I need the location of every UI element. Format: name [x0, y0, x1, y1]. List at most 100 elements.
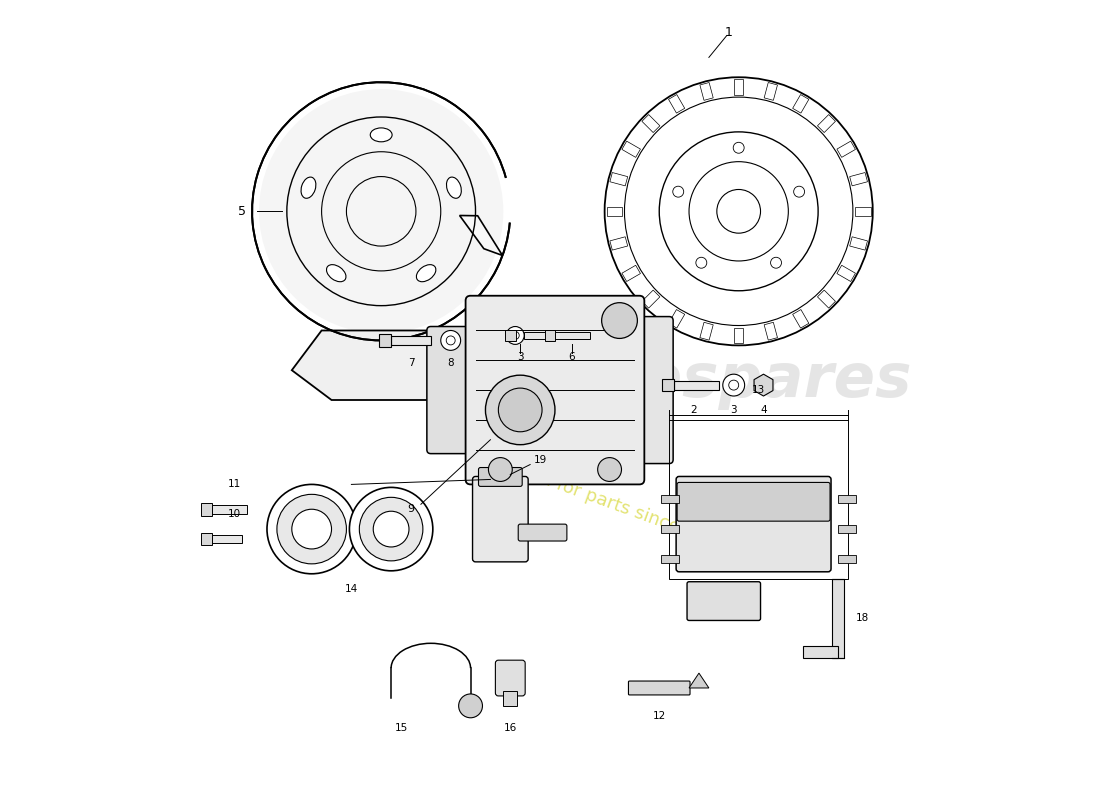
Bar [661, 525, 679, 533]
Circle shape [267, 485, 356, 574]
Polygon shape [793, 310, 808, 328]
Circle shape [659, 132, 818, 290]
Text: eurospares: eurospares [526, 350, 912, 410]
Polygon shape [609, 237, 628, 250]
Circle shape [360, 498, 422, 561]
Bar [661, 495, 679, 503]
Circle shape [441, 330, 461, 350]
FancyBboxPatch shape [678, 482, 830, 521]
Text: 8: 8 [448, 358, 454, 368]
Circle shape [485, 375, 556, 445]
Text: 2: 2 [691, 405, 697, 415]
Polygon shape [642, 114, 660, 133]
Polygon shape [855, 206, 871, 216]
Circle shape [506, 326, 525, 344]
Circle shape [512, 331, 519, 339]
Circle shape [597, 458, 622, 482]
Text: 1: 1 [725, 26, 733, 39]
Circle shape [734, 142, 744, 154]
Polygon shape [689, 673, 708, 688]
Bar [212, 505, 248, 514]
FancyBboxPatch shape [676, 477, 830, 572]
Bar [504, 691, 517, 706]
Polygon shape [669, 94, 684, 113]
Circle shape [717, 190, 760, 233]
Text: 3: 3 [517, 352, 524, 362]
Circle shape [673, 186, 684, 197]
Polygon shape [734, 327, 744, 343]
Text: 18: 18 [856, 614, 869, 623]
Bar [212, 534, 242, 543]
Polygon shape [609, 173, 628, 186]
Circle shape [350, 487, 432, 571]
Circle shape [728, 380, 739, 390]
Polygon shape [700, 322, 713, 340]
Polygon shape [292, 330, 471, 400]
Bar [544, 330, 556, 341]
FancyBboxPatch shape [478, 467, 522, 486]
Text: 12: 12 [652, 710, 666, 721]
Polygon shape [817, 290, 835, 308]
Bar [803, 646, 838, 658]
Circle shape [277, 494, 346, 564]
Bar [838, 495, 856, 503]
Polygon shape [837, 141, 856, 158]
Polygon shape [837, 266, 856, 282]
Circle shape [723, 374, 745, 396]
Circle shape [498, 388, 542, 432]
Text: 15: 15 [395, 722, 408, 733]
Bar [669, 420, 848, 578]
Text: 11: 11 [228, 479, 241, 490]
Polygon shape [606, 206, 623, 216]
Ellipse shape [417, 265, 436, 282]
Circle shape [488, 458, 513, 482]
Bar [201, 533, 212, 546]
Text: 9: 9 [407, 504, 415, 514]
Polygon shape [460, 215, 503, 255]
Circle shape [794, 186, 804, 197]
Ellipse shape [371, 128, 392, 142]
Ellipse shape [301, 177, 316, 198]
Polygon shape [764, 82, 778, 100]
Polygon shape [669, 310, 684, 328]
Polygon shape [849, 173, 868, 186]
FancyBboxPatch shape [628, 681, 690, 695]
Bar [525, 332, 556, 339]
Circle shape [258, 89, 504, 334]
Bar [505, 330, 516, 341]
Ellipse shape [327, 265, 346, 282]
Circle shape [373, 511, 409, 547]
Polygon shape [621, 266, 640, 282]
Text: 19: 19 [534, 454, 547, 465]
Text: 6: 6 [569, 352, 575, 362]
Bar [674, 381, 718, 390]
Text: 3: 3 [730, 405, 737, 415]
Text: 10: 10 [228, 510, 241, 519]
Bar [392, 336, 431, 345]
Polygon shape [764, 322, 778, 340]
FancyBboxPatch shape [626, 317, 673, 463]
Circle shape [459, 694, 483, 718]
FancyBboxPatch shape [473, 477, 528, 562]
Circle shape [696, 258, 707, 268]
Polygon shape [817, 114, 835, 133]
Circle shape [602, 302, 637, 338]
Bar [838, 555, 856, 563]
Text: 7: 7 [408, 358, 415, 368]
Bar [662, 379, 674, 391]
Bar [832, 578, 844, 658]
Text: 14: 14 [344, 584, 358, 594]
Ellipse shape [447, 177, 461, 198]
Bar [838, 525, 856, 533]
FancyBboxPatch shape [465, 296, 645, 485]
Bar [379, 334, 392, 347]
Bar [201, 502, 212, 516]
Circle shape [771, 258, 781, 268]
FancyBboxPatch shape [518, 524, 567, 541]
Text: 5: 5 [239, 205, 246, 218]
Polygon shape [734, 79, 744, 95]
Text: 4: 4 [760, 405, 767, 415]
FancyBboxPatch shape [688, 582, 760, 621]
Polygon shape [642, 290, 660, 308]
Circle shape [447, 336, 455, 345]
